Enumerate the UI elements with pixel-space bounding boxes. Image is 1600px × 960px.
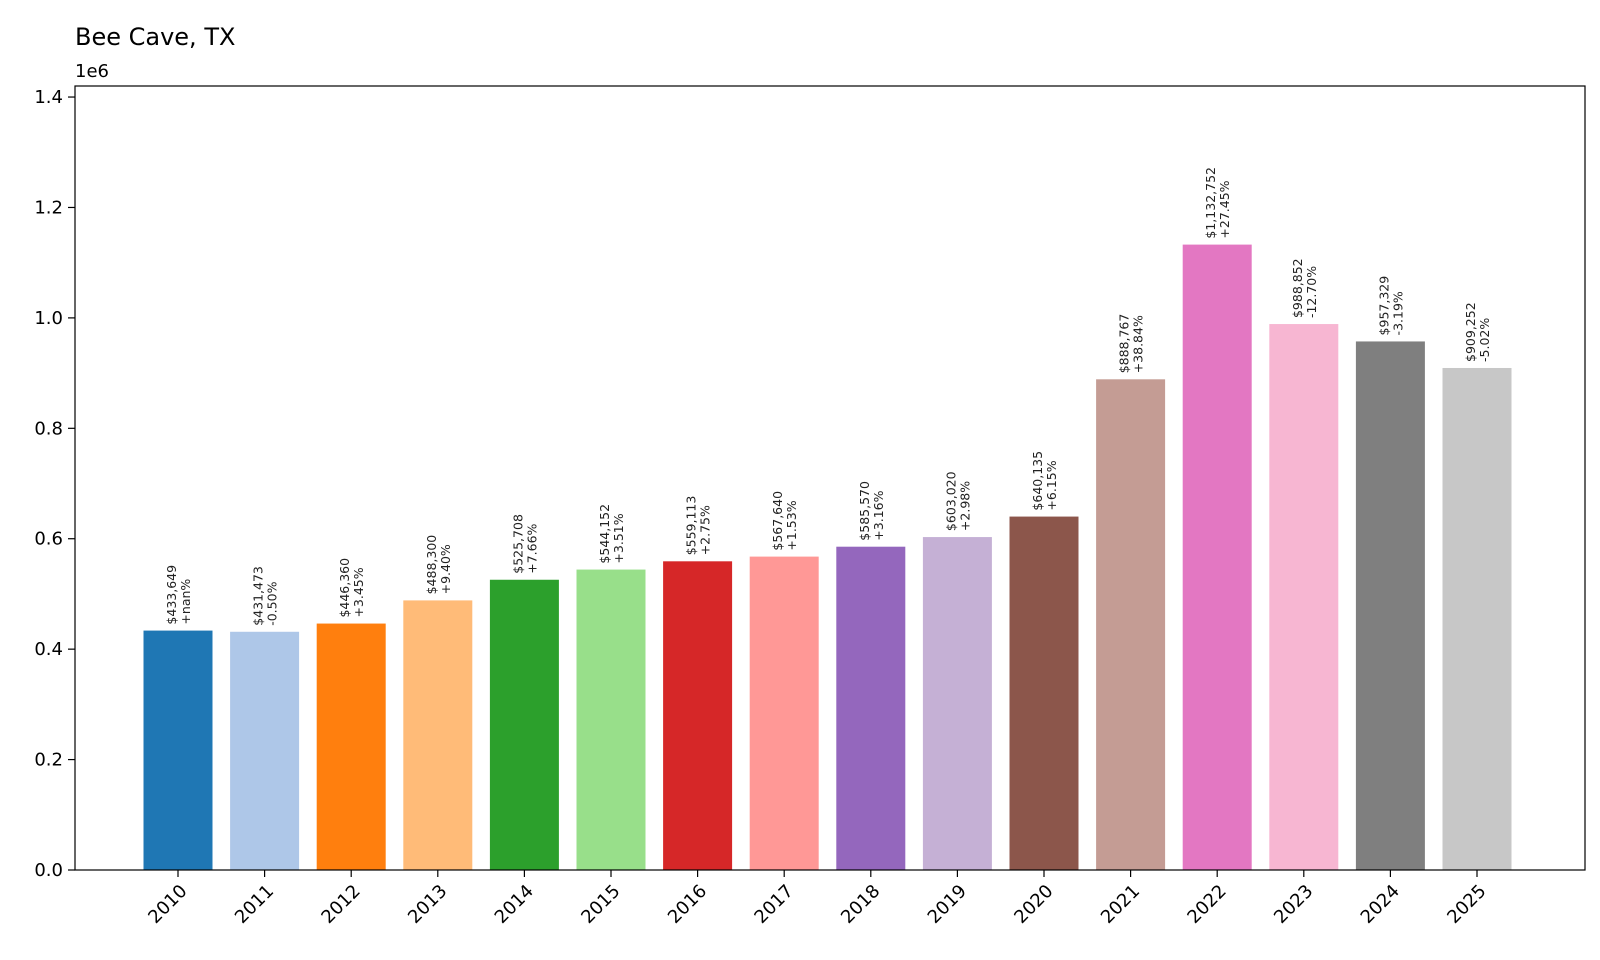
value-label: $488,300 [424,535,439,595]
data-label-2017: $567,640 +1.53% [770,491,799,551]
y-tick-label: 1.2 [34,197,63,218]
value-label: $559,113 [684,496,699,556]
y-axis-offset-label: 1e6 [75,61,109,82]
value-label: $585,570 [857,481,872,541]
data-label-2011: $431,473 -0.50% [251,566,280,626]
bar-2023 [1269,324,1339,871]
change-label: -12.70% [1304,266,1319,318]
x-tick-label: 2025 [1443,881,1490,928]
data-label-2014: $525,708 +7.66% [510,514,539,574]
value-label: $640,135 [1030,451,1045,511]
change-label: +7.66% [524,523,539,573]
bar-2011 [230,631,300,870]
change-label: +3.45% [351,567,366,617]
bar-2017 [749,556,819,870]
change-label: -3.19% [1390,291,1405,335]
change-label: -0.50% [265,581,280,625]
change-label: +6.15% [1044,460,1059,510]
value-label: $988,852 [1290,258,1305,318]
bar-2020 [1009,516,1079,870]
data-label-2021: $888,767 +38.84% [1117,314,1146,374]
change-label: +1.53% [784,500,799,550]
x-tick-label: 2017 [750,881,797,928]
value-label: $525,708 [510,514,525,574]
y-axis: 0.0 0.2 0.4 0.6 0.8 1.0 1.2 1.4 [34,87,75,881]
bar-2014 [489,579,559,870]
data-labels-group: $433,649 +nan% $431,473 -0.50% $446,360 +3.45… [164,167,1492,626]
data-label-2012: $446,360 +3.45% [337,558,366,618]
y-tick-label: 0.0 [34,860,63,881]
value-label: $431,473 [251,566,266,626]
bar-2019 [922,537,992,870]
change-label: +9.40% [438,544,453,594]
y-tick-label: 0.6 [34,529,63,550]
value-label: $1,132,752 [1203,167,1218,239]
x-tick-label: 2018 [837,881,884,928]
value-label: $603,020 [943,471,958,531]
data-label-2010: $433,649 +nan% [164,565,193,625]
data-label-2013: $488,300 +9.40% [424,535,453,595]
data-label-2019: $603,020 +2.98% [943,471,972,531]
bar-2022 [1182,244,1252,870]
y-tick-label: 0.2 [34,750,63,771]
bar-2015 [576,569,646,870]
y-tick-label: 1.4 [34,87,63,108]
change-label: +2.75% [698,505,713,555]
x-tick-label: 2020 [1010,881,1057,928]
change-label: +3.51% [611,513,626,563]
x-tick-label: 2022 [1183,881,1230,928]
data-label-2023: $988,852 -12.70% [1290,258,1319,318]
data-label-2022: $1,132,752 +27.45% [1203,167,1232,239]
value-label: $909,252 [1463,302,1478,362]
bar-2016 [663,561,733,870]
value-label: $446,360 [337,558,352,618]
change-label: +2.98% [957,481,972,531]
bar-2024 [1355,341,1425,870]
x-tick-label: 2024 [1357,881,1404,928]
y-tick-label: 0.8 [34,418,63,439]
x-tick-label: 2013 [404,881,451,928]
change-label: +3.16% [871,490,886,540]
value-label: $957,329 [1376,276,1391,336]
bar-2018 [836,546,906,870]
value-label: $544,152 [597,504,612,564]
plot-frame [74,85,1586,871]
chart-title: Bee Cave, TX [75,23,235,51]
data-label-2024: $957,329 -3.19% [1376,276,1405,336]
x-tick-label: 2010 [144,881,191,928]
x-tick-label: 2019 [924,881,971,928]
bar-2012 [316,623,386,870]
change-label: +38.84% [1131,315,1146,373]
x-tick-label: 2023 [1270,881,1317,928]
x-tick-label: 2011 [231,881,278,928]
bars-group [143,244,1512,871]
data-label-2016: $559,113 +2.75% [684,496,713,556]
bar-2021 [1096,379,1166,870]
data-label-2020: $640,135 +6.15% [1030,451,1059,511]
change-label: -5.02% [1477,318,1492,362]
x-tick-label: 2014 [491,881,538,928]
value-label: $433,649 [164,565,179,625]
x-tick-label: 2016 [664,881,711,928]
x-tick-label: 2012 [317,881,364,928]
value-label: $567,640 [770,491,785,551]
x-tick-label: 2015 [577,881,624,928]
bar-2013 [403,600,473,870]
bar-2010 [143,630,213,870]
data-label-2018: $585,570 +3.16% [857,481,886,541]
y-tick-label: 0.4 [34,639,63,660]
change-label: +nan% [178,579,193,625]
value-label: $888,767 [1117,314,1132,374]
x-tick-label: 2021 [1097,881,1144,928]
data-label-2025: $909,252 -5.02% [1463,302,1492,362]
x-axis: 2010 2011 2012 2013 2014 2015 2016 2017 2018 2019… [144,870,1491,928]
change-label: +27.45% [1217,180,1232,238]
bar-2025 [1442,367,1512,870]
y-tick-label: 1.0 [34,308,63,329]
data-label-2015: $544,152 +3.51% [597,504,626,564]
